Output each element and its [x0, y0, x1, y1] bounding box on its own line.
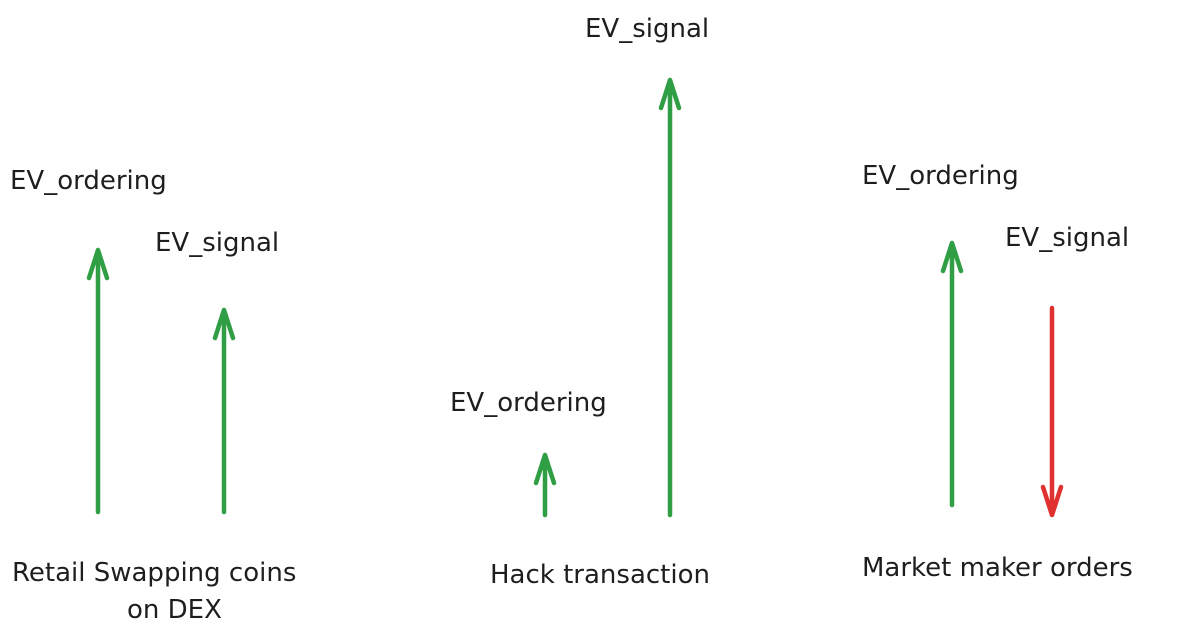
retail-ev-signal-label: EV_signal [155, 228, 280, 258]
retail-ev-ordering-label: EV_ordering [10, 166, 167, 196]
retail-caption-line1: Retail Swapping coins [12, 558, 297, 588]
hack-ev-ordering-arrow [533, 452, 557, 518]
mm-ev-signal-label: EV_signal [1005, 223, 1130, 253]
hack-caption: Hack transaction [490, 560, 710, 590]
mm-ev-signal-arrow [1040, 305, 1064, 518]
hack-ev-signal-arrow [658, 77, 682, 518]
hack-ev-signal-label: EV_signal [585, 14, 710, 44]
retail-ev-signal-arrow [212, 307, 236, 515]
retail-ev-ordering-arrow [86, 247, 110, 515]
retail-caption-line2: on DEX [127, 595, 222, 625]
mm-ev-ordering-label: EV_ordering [862, 161, 1019, 191]
hack-ev-ordering-label: EV_ordering [450, 388, 607, 418]
mm-ev-ordering-arrow [940, 240, 964, 508]
mm-caption: Market maker orders [862, 553, 1133, 583]
